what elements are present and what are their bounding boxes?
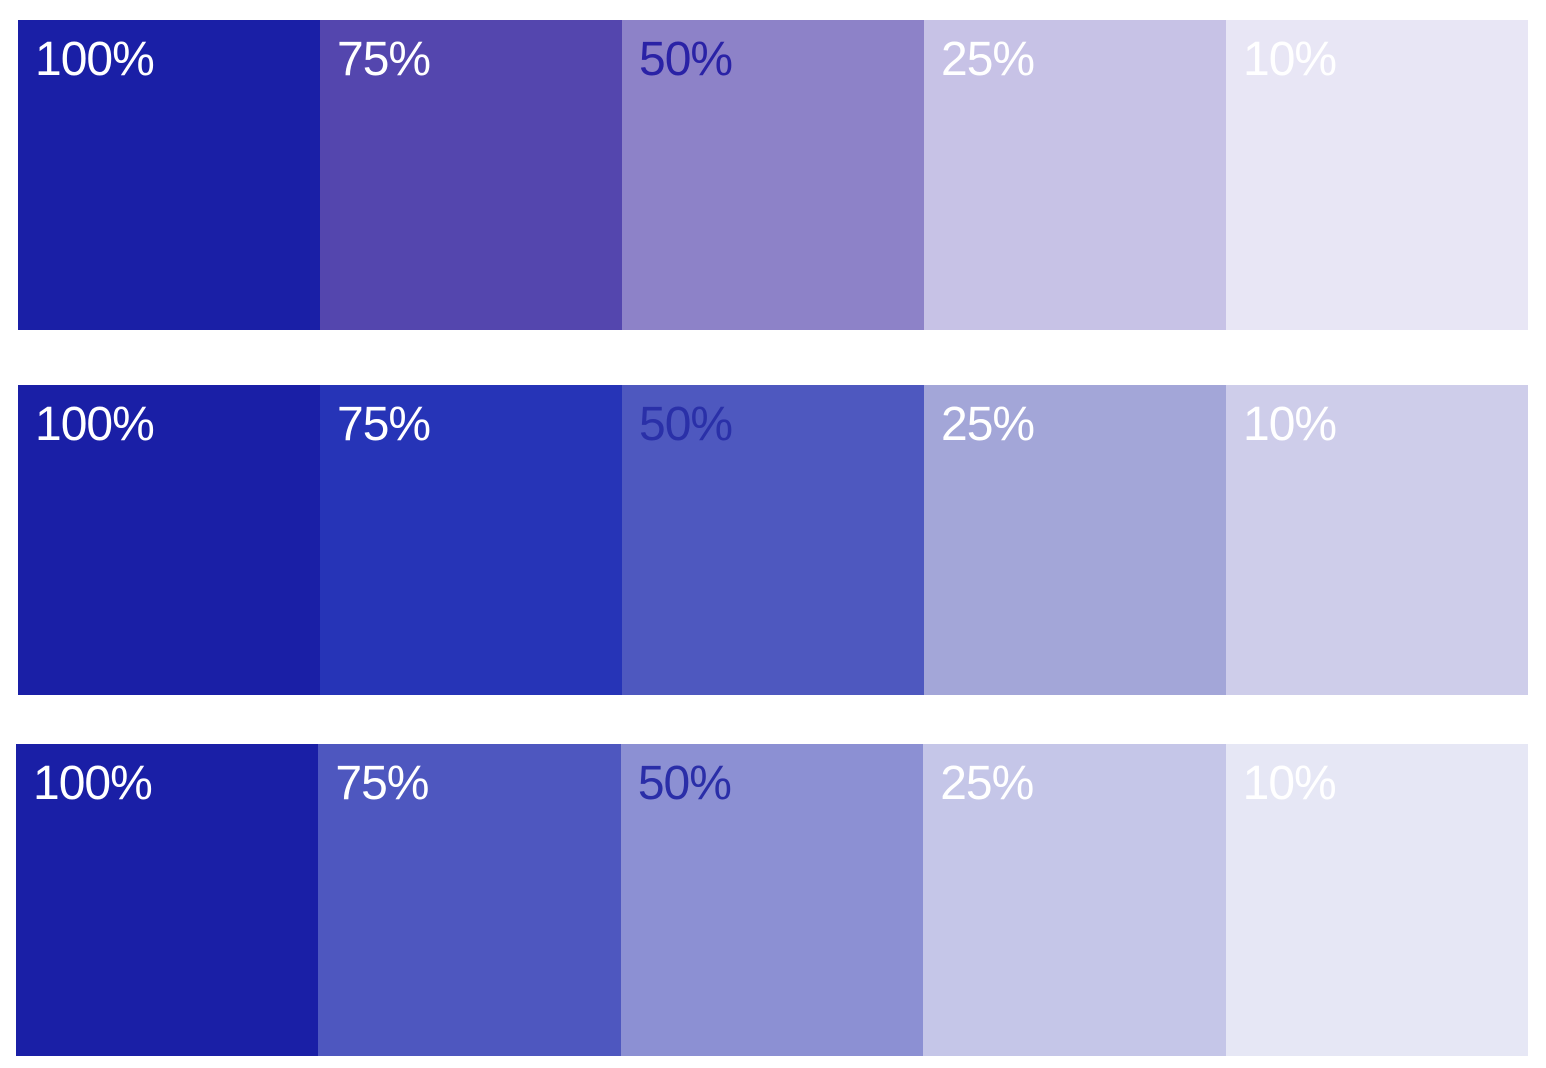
swatch: 25% [924,385,1226,695]
swatch-label: 100% [35,33,155,86]
swatch: 100% [18,20,320,330]
swatch-label: 50% [639,398,733,451]
swatch: 100% [16,744,319,1056]
swatch-row-3: 100% 75% 50% 25% 10% [16,744,1529,1056]
swatch: 75% [320,20,622,330]
swatch: 100% [18,385,320,695]
swatch-row-2: 100% 75% 50% 25% 10% [18,385,1528,695]
swatch-label: 50% [637,757,732,810]
swatch-label: 100% [35,398,155,451]
swatch: 10% [1225,744,1529,1056]
swatch: 10% [1226,385,1528,695]
swatch-label: 25% [941,33,1035,86]
swatch-label: 25% [940,757,1034,810]
swatch-label: 10% [1243,398,1337,451]
swatch-label: 10% [1242,757,1337,810]
swatch-label: 75% [337,33,431,86]
swatch-label: 50% [639,33,733,86]
swatch-label: 75% [337,398,431,451]
swatch: 50% [622,20,924,330]
swatch: 50% [620,744,924,1056]
swatch: 75% [320,385,622,695]
swatch: 25% [923,744,1226,1056]
swatch-row-1: 100% 75% 50% 25% 10% [18,20,1528,330]
swatch-label: 10% [1243,33,1337,86]
swatch-label: 100% [33,757,153,810]
swatch: 10% [1226,20,1528,330]
swatch-label: 75% [335,757,429,810]
swatch: 50% [622,385,924,695]
swatch: 25% [924,20,1226,330]
swatch-label: 25% [941,398,1035,451]
swatch: 75% [318,744,621,1056]
